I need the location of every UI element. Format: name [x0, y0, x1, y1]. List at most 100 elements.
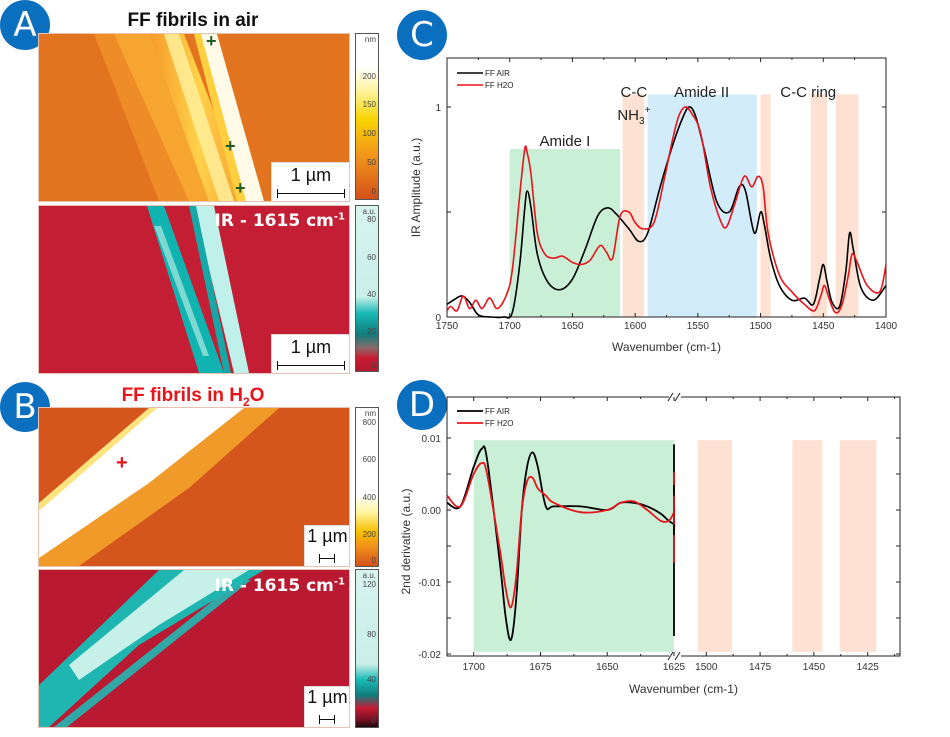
y-tick-label: 0.01	[422, 434, 442, 445]
x-tick-label: 1400	[875, 321, 898, 332]
height-map-image: +	[39, 408, 279, 566]
scale-bar-b-ir: 1 µm	[304, 686, 349, 727]
colorbar-tick: 80	[367, 215, 376, 224]
ir-colorbar-b: a.u. 120 80 40 0	[355, 569, 379, 728]
colorbar-tick: 200	[362, 530, 376, 539]
colorbar-unit: a.u.	[362, 207, 376, 216]
panel-b-height-map: + 1 µm	[38, 407, 350, 567]
panel-a-badge: A	[0, 0, 50, 50]
colorbar-tick: 400	[362, 493, 376, 502]
colorbar-tick: 0	[371, 361, 376, 370]
axis-break-gap	[669, 394, 681, 400]
height-map-image: + + +	[94, 34, 264, 201]
annotation-amide-ii: Amide II	[674, 84, 729, 101]
x-tick-label: 1675	[529, 662, 552, 673]
colorbar-tick: 0	[371, 556, 376, 565]
annotation-nh3: NH3+	[617, 105, 650, 127]
scale-bar-label: 1 µm	[290, 337, 332, 357]
band-2	[792, 440, 823, 652]
panel-c-badge: C	[397, 10, 447, 60]
annotation-cc-ring: C-C ring	[780, 84, 836, 101]
axis-break-gap	[669, 653, 681, 659]
colorbar-unit: nm	[364, 35, 376, 44]
series-line-ff-air-left	[446, 445, 676, 642]
panel-a-title: FF fibrils in air	[127, 10, 259, 31]
y-tick-label: 0	[435, 313, 441, 324]
x-tick-label: 1650	[596, 662, 619, 673]
scale-bar-line	[319, 554, 335, 563]
scale-bar-a-ir: 1 µm	[271, 334, 349, 373]
annotation-amide-i: Amide I	[539, 133, 590, 150]
panel-a-height-map: + + + 1 µm	[38, 33, 350, 202]
ir-colorbar-a: a.u. 80 60 40 20 0	[355, 205, 379, 372]
height-colorbar-b: nm 800 600 400 200 0	[355, 407, 379, 567]
colorbar-tick: 800	[362, 418, 376, 427]
scale-bar-line	[277, 361, 345, 370]
x-tick-label: 1700	[499, 321, 522, 332]
colorbar-tick: 40	[367, 675, 376, 684]
scale-bar-b-height: 1 µm	[304, 525, 349, 566]
x-tick-label: 1550	[687, 321, 710, 332]
panel-b-ir-map: IR - 1615 cm-1 1 µm	[38, 569, 350, 728]
scale-bar-label: 1 µm	[307, 687, 348, 707]
series-line-ff-air	[446, 106, 887, 319]
height-colorbar-a: nm 200 150 100 50 0	[355, 33, 379, 200]
y-axis-label: IR Amplitude (a.u.)	[409, 138, 423, 237]
marker-cross: +	[225, 136, 236, 156]
y-tick-label: -0.01	[418, 578, 441, 589]
ir-wavenumber-label: IR - 1615 cm-1	[214, 576, 345, 596]
x-tick-label: 1450	[812, 321, 835, 332]
ir-map-image	[39, 570, 264, 727]
band-5	[835, 94, 859, 318]
axis-break-mark	[667, 392, 674, 402]
scale-bar-line	[319, 715, 335, 724]
series-line-ff-h2o-left	[446, 461, 676, 609]
x-tick-label: 1500	[749, 321, 772, 332]
band-4	[810, 94, 828, 318]
x-axis-label: Wavenumber (cm-1)	[612, 340, 721, 354]
legend-label: FF H2O	[485, 81, 513, 90]
panel-b-title: FF fibrils in H2O	[121, 385, 265, 409]
x-tick-label: 1625	[663, 662, 686, 673]
colorbar-tick: 200	[362, 72, 376, 81]
colorbar-unit: nm	[364, 409, 376, 418]
colorbar-tick: 0	[371, 716, 376, 725]
axis-break-mark	[674, 651, 681, 661]
colorbar-unit: a.u.	[362, 571, 376, 580]
x-tick-label: 1600	[624, 321, 647, 332]
marker-cross: +	[206, 34, 217, 51]
scale-bar-label: 1 µm	[290, 165, 332, 185]
colorbar-tick: 60	[367, 253, 376, 262]
x-tick-label: 1475	[749, 662, 772, 673]
band-0	[473, 440, 674, 652]
axis-break-mark	[667, 651, 674, 661]
scale-bar-line	[277, 189, 345, 198]
colorbar-tick: 100	[362, 129, 376, 138]
legend-label: FF AIR	[485, 69, 510, 78]
y-axis-label: 2nd derivative (a.u.)	[400, 488, 413, 594]
panel-a-ir-map: IR - 1615 cm-1 1 µm	[38, 205, 350, 374]
scale-bar-a-height: 1 µm	[271, 162, 349, 201]
ir-map-image	[147, 206, 249, 373]
colorbar-tick: 600	[362, 455, 376, 464]
x-tick-label: 1750	[436, 321, 459, 332]
x-axis-label: Wavenumber (cm-1)	[629, 682, 738, 696]
colorbar-tick: 150	[362, 100, 376, 109]
colorbar-tick: 40	[367, 290, 376, 299]
axis-break-mark	[674, 392, 681, 402]
marker-cross: +	[235, 178, 246, 198]
annotation-cc: C-C	[621, 84, 648, 101]
band-3	[839, 440, 877, 652]
x-tick-label: 1450	[803, 662, 826, 673]
colorbar-tick: 80	[367, 630, 376, 639]
ir-wavenumber-label: IR - 1615 cm-1	[214, 211, 345, 231]
band-2	[647, 94, 757, 318]
y-tick-label: 1	[435, 103, 441, 114]
panel-d-badge: D	[397, 380, 447, 430]
legend-label: FF AIR	[485, 407, 510, 416]
x-tick-label: 1500	[695, 662, 718, 673]
marker-cross: +	[116, 452, 128, 474]
series-line-ff-h2o	[446, 106, 887, 314]
x-tick-label: 1425	[857, 662, 880, 673]
chart-c-ir-spectrum: 1750 1700 1650 1600 1550 1500 1450 1400 0 1 Wavenu…	[409, 57, 898, 354]
